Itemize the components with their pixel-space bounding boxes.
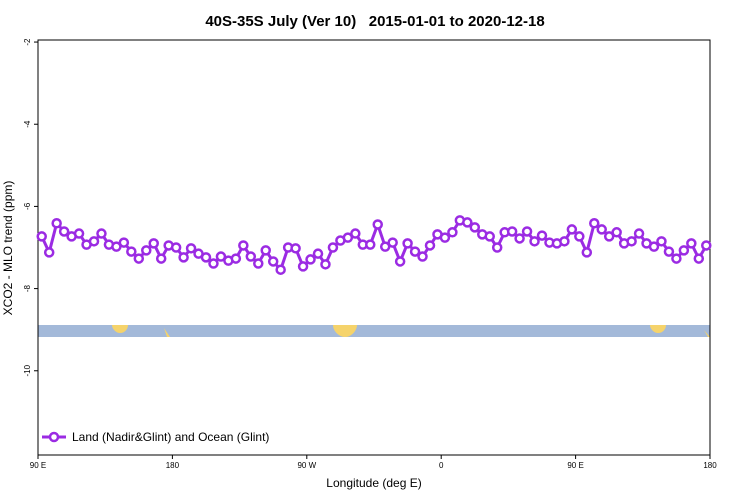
y-tick-label: -10 [23, 364, 32, 376]
data-point [596, 224, 607, 235]
data-point [402, 238, 413, 249]
data-point [141, 245, 152, 256]
data-point [394, 256, 406, 267]
data-point [589, 218, 600, 229]
data-point [290, 243, 301, 254]
data-point [267, 256, 279, 267]
x-tick-label: 0 [439, 461, 444, 470]
data-point [626, 236, 637, 247]
data-point [581, 247, 593, 258]
data-point [514, 233, 525, 244]
data-point [312, 248, 324, 259]
data-point [178, 252, 189, 263]
data-point [215, 251, 227, 262]
data-point [170, 242, 182, 253]
data-point [73, 228, 85, 239]
data-point [245, 251, 257, 262]
data-point [88, 236, 100, 247]
data-point [379, 241, 391, 252]
data-point [462, 217, 473, 228]
data-point [36, 231, 47, 242]
x-tick-label: 90 W [297, 461, 316, 470]
land-mask [112, 325, 710, 337]
data-point [133, 253, 145, 264]
data-point [350, 228, 361, 239]
data-point [686, 238, 697, 249]
data-point [118, 237, 130, 248]
data-point [305, 254, 316, 265]
data-point [111, 241, 122, 252]
legend-label: Land (Nadir&Glint) and Ocean (Glint) [72, 430, 269, 444]
data-point [678, 245, 690, 256]
data-point [671, 253, 682, 264]
data-point [230, 253, 242, 264]
data-point [51, 218, 62, 229]
data-point [633, 228, 645, 239]
data-point [529, 236, 540, 247]
data-point [648, 241, 660, 252]
data-point [387, 237, 398, 248]
data-point [275, 264, 286, 275]
data-point [43, 247, 55, 258]
data-point [469, 222, 481, 233]
data-point [253, 258, 264, 269]
x-tick-label: 90 E [30, 461, 46, 470]
legend-marker [48, 431, 60, 443]
data-point [693, 253, 705, 264]
data-point [365, 239, 376, 250]
data-point [200, 252, 212, 263]
data-point [506, 226, 518, 237]
y-tick-label: -2 [23, 38, 32, 46]
data-point [238, 240, 249, 251]
data-point [208, 258, 219, 269]
data-point [320, 259, 331, 270]
chart-title: 40S-35S July (Ver 10) 2015-01-01 to 2020… [205, 13, 544, 30]
data-point [297, 261, 309, 272]
x-axis-label: Longitude (deg E) [326, 476, 421, 490]
data-point [611, 227, 622, 238]
data-point [185, 243, 197, 254]
data-point [327, 242, 339, 253]
data-point [559, 236, 570, 247]
data-point [566, 224, 578, 235]
data-point [417, 251, 428, 262]
data-point [701, 240, 712, 251]
data-point [58, 226, 70, 237]
data-point [155, 253, 167, 264]
data-point [536, 230, 548, 241]
y-tick-label: -6 [23, 202, 32, 210]
data-point [148, 238, 159, 249]
data-point [521, 226, 533, 237]
data-point [484, 231, 495, 242]
data-point [603, 231, 615, 242]
data-point [372, 219, 383, 230]
data-point [126, 246, 137, 257]
y-tick-label: -8 [23, 284, 32, 292]
data-point [260, 245, 271, 256]
data-point [409, 246, 421, 257]
data-point [663, 246, 675, 257]
data-point [656, 236, 667, 247]
x-tick-label: 180 [703, 461, 717, 470]
data-point [342, 232, 354, 243]
data-point [439, 232, 451, 243]
data-point [447, 227, 458, 238]
x-tick-label: 90 E [567, 461, 583, 470]
land-ocean-strip [38, 325, 710, 337]
y-tick-label: -4 [23, 120, 32, 128]
data-point [574, 231, 585, 242]
x-tick-label: 180 [166, 461, 180, 470]
data-point [96, 228, 107, 239]
data-point [424, 240, 436, 251]
y-axis-label: XCO2 - MLO trend (ppm) [1, 181, 15, 316]
data-point [491, 242, 503, 253]
